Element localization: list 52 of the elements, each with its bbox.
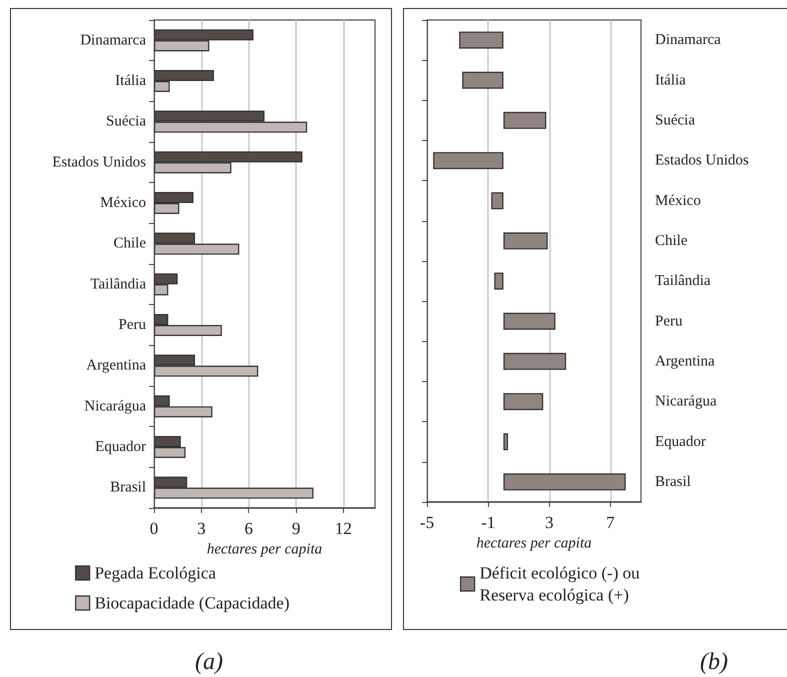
y-tick-label: Brasil	[110, 480, 146, 496]
text: (b)	[700, 649, 728, 675]
x-axis-title: hectares per capita	[206, 541, 322, 558]
bar	[459, 32, 504, 49]
x-tick-label: 3	[197, 519, 206, 538]
x-axis-title: hectares per capita	[476, 535, 592, 552]
text: (a)	[195, 649, 223, 675]
bar	[503, 232, 548, 250]
y-tick-label: Nicarágua	[655, 394, 717, 410]
y-tick-label: Brasil	[655, 474, 691, 490]
y-tick-label: México	[100, 195, 146, 211]
x-tick-label: 6	[244, 519, 253, 538]
bar	[503, 312, 556, 330]
y-tick-label: Itália	[655, 72, 686, 88]
y-tick-label: Estados Unidos	[52, 154, 146, 170]
y-tick-label: Itália	[115, 73, 146, 89]
x-tick-label: 7	[606, 513, 616, 532]
bar	[491, 192, 504, 210]
y-tick-label: Argentina	[86, 358, 146, 374]
bar	[462, 72, 504, 89]
y-tick-label: Tailândia	[90, 276, 146, 292]
x-tick-label: 3	[545, 513, 554, 532]
y-tick-label: Chile	[655, 232, 688, 249]
y-tick-label: Peru	[655, 313, 683, 330]
legend-label: Pegada Ecológica	[94, 564, 216, 582]
y-tick-label: Argentina	[655, 353, 716, 370]
bar	[433, 152, 504, 170]
bar	[503, 112, 546, 129]
y-tick-label: Suécia	[106, 114, 146, 130]
bar	[503, 393, 544, 410]
y-tick-label: Suécia	[655, 112, 696, 128]
y-tick-label: Dinamarca	[655, 32, 722, 48]
x-tick-label: 9	[292, 519, 300, 538]
bar	[494, 272, 504, 290]
y-tick-label: Nicarágua	[84, 398, 146, 414]
y-tick-label: Chile	[114, 236, 146, 252]
y-tick-label: México	[655, 192, 701, 209]
y-tick-label: Tailândia	[655, 273, 711, 290]
bar	[503, 473, 626, 490]
x-tick-label: 12	[334, 519, 352, 538]
x-tick-label: -1	[481, 513, 496, 532]
y-tick-label: Equador	[655, 434, 706, 450]
y-tick-label: Dinamarca	[80, 32, 146, 48]
legend-label: Déficit ecológico (-) ou Reserva ecológica (+)	[480, 564, 640, 604]
y-tick-label: Peru	[118, 317, 146, 333]
legend-label: Biocapacidade (Capacidade)	[94, 594, 290, 612]
bar	[503, 433, 508, 450]
y-tick-label: Equador	[95, 439, 146, 455]
x-tick-label: 0	[150, 519, 158, 538]
bar	[503, 352, 566, 370]
x-tick-label: -5	[420, 513, 434, 532]
y-tick-label: Estados Unidos	[655, 152, 749, 169]
